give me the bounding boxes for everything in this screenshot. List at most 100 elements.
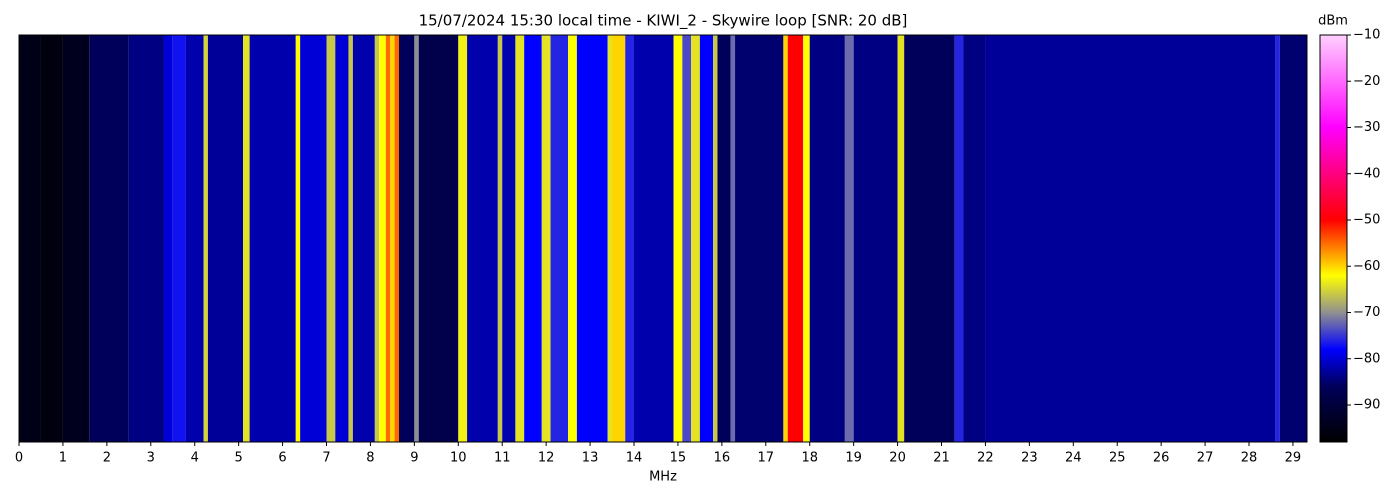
spectrum-cell <box>352 35 375 442</box>
spectrum-cell <box>625 35 635 442</box>
colorbar-tick-label: −90 <box>1353 398 1380 413</box>
spectrum-cell <box>497 35 503 442</box>
spectrum-cell <box>576 35 608 442</box>
colorbar <box>1319 34 1348 443</box>
spectrum-cell <box>172 35 186 442</box>
colorbar-tick-label: −80 <box>1353 351 1380 366</box>
colorbar-tick-label: −70 <box>1353 305 1380 320</box>
x-tick-label: 2 <box>103 451 111 466</box>
plot-frame <box>18 34 1308 443</box>
spectrum-cell <box>634 35 674 442</box>
x-axis-label: MHz <box>649 470 677 485</box>
x-tick-label: 14 <box>626 451 643 466</box>
spectrum-cell <box>502 35 516 442</box>
spectrum-cell <box>691 35 700 442</box>
spectrum-cell <box>730 35 736 442</box>
spectrum-cell <box>326 35 336 442</box>
x-tick-label: 29 <box>1285 451 1302 466</box>
x-tick-label: 4 <box>191 451 199 466</box>
spectrum-cell <box>853 35 898 442</box>
spectrum-cell <box>515 35 525 442</box>
spectrum-cell <box>19 35 41 442</box>
x-tick-label: 15 <box>670 451 687 466</box>
x-tick-label: 10 <box>450 451 467 466</box>
chart-title: 15/07/2024 15:30 local time - KIWI_2 - S… <box>419 12 908 31</box>
spectrum-cell <box>467 35 498 442</box>
x-tick-label: 24 <box>1065 451 1082 466</box>
x-tick-label: 28 <box>1241 451 1258 466</box>
colorbar-tick-label: −20 <box>1353 74 1380 89</box>
spectrum-cell <box>1279 35 1307 442</box>
spectrum-cell <box>787 35 804 442</box>
spectrum-cell <box>541 35 551 442</box>
colorbar-tick-label: −30 <box>1353 120 1380 135</box>
colorbar-tick-label: −10 <box>1353 28 1380 43</box>
spectrum-cell <box>458 35 468 442</box>
spectrum-cell <box>207 35 244 442</box>
x-tick-label: 21 <box>933 451 950 466</box>
spectrum-cell <box>414 35 419 442</box>
spectrum-cell <box>524 35 542 442</box>
x-tick-label: 25 <box>1109 451 1126 466</box>
spectrum-cell <box>612 35 626 442</box>
x-tick-label: 6 <box>278 451 286 466</box>
x-tick-label: 11 <box>494 451 511 466</box>
x-tick-label: 20 <box>889 451 906 466</box>
spectrum-cell <box>682 35 692 442</box>
spectrum-cell <box>803 35 810 442</box>
spectrum-cell <box>418 35 459 442</box>
spectrum-cell <box>1275 35 1280 442</box>
spectrum-cell <box>699 35 714 442</box>
spectrum-cell <box>713 35 718 442</box>
spectrum-cell <box>295 35 301 442</box>
spectrum-cell <box>844 35 854 442</box>
spectrum-cell <box>203 35 208 442</box>
spectrum-cell <box>390 35 395 442</box>
spectrum-cell <box>904 35 955 442</box>
x-tick-label: 7 <box>322 451 330 466</box>
spectrum-cell <box>954 35 964 442</box>
spectrum-cell <box>335 35 349 442</box>
spectrum-cell <box>897 35 905 442</box>
spectrum-cell <box>783 35 788 442</box>
spectrum-cell <box>300 35 327 442</box>
spectrum-cell <box>163 35 173 442</box>
colorbar-label: dBm <box>1318 14 1348 29</box>
colorbar-tick-label: −60 <box>1353 259 1380 274</box>
spectrum-cell <box>385 35 391 442</box>
x-tick-label: 13 <box>582 451 599 466</box>
spectrum-cell <box>717 35 731 442</box>
x-tick-label: 23 <box>1021 451 1038 466</box>
spectrum-cell <box>398 35 415 442</box>
spectrum-cell <box>374 35 380 442</box>
spectrum-cell <box>985 35 1276 442</box>
spectrum-cell <box>185 35 204 442</box>
x-tick-label: 3 <box>147 451 155 466</box>
x-tick-label: 9 <box>410 451 418 466</box>
spectrum-cell <box>550 35 569 442</box>
spectrum-cell <box>62 35 90 442</box>
x-tick-label: 16 <box>714 451 731 466</box>
spectrum-cell <box>673 35 683 442</box>
x-tick-label: 18 <box>801 451 818 466</box>
colorbar-tick-label: −40 <box>1353 166 1380 181</box>
spectrum-cell <box>243 35 250 442</box>
spectrum-cell <box>607 35 613 442</box>
colorbar-tick-label: −50 <box>1353 213 1380 228</box>
spectrum-cell <box>735 35 784 442</box>
x-tick-label: 19 <box>845 451 862 466</box>
x-tick-label: 22 <box>977 451 994 466</box>
x-tick-label: 27 <box>1197 451 1214 466</box>
spectrum-cell <box>128 35 164 442</box>
spectrum-cell <box>568 35 577 442</box>
x-tick-label: 12 <box>538 451 555 466</box>
spectrum-cell <box>89 35 129 442</box>
spectrum-cell <box>394 35 399 442</box>
x-tick-label: 0 <box>15 451 23 466</box>
spectrum-cell <box>348 35 353 442</box>
spectrum-cell <box>40 35 63 442</box>
x-tick-label: 5 <box>235 451 243 466</box>
spectrum-cell <box>963 35 986 442</box>
x-tick-label: 26 <box>1153 451 1170 466</box>
spectrum-cell <box>379 35 386 442</box>
